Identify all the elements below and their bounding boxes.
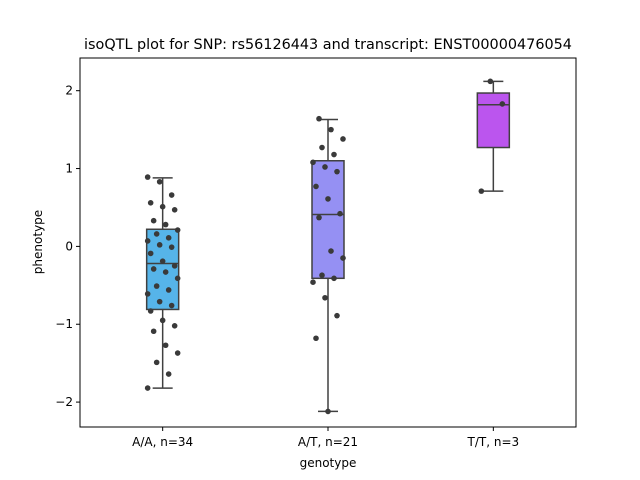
data-point: [159, 203, 166, 210]
data-point: [168, 192, 175, 198]
data-point: [162, 221, 169, 228]
x-tick-label: A/A, n=34: [132, 435, 193, 449]
data-point: [153, 231, 160, 237]
box: [476, 92, 511, 149]
x-tick-label: T/T, n=3: [467, 435, 520, 449]
y-tick-label: 1: [65, 162, 73, 176]
data-point: [165, 287, 172, 293]
data-point: [313, 183, 319, 190]
data-point: [499, 101, 506, 107]
data-point: [147, 199, 154, 206]
data-point: [310, 279, 316, 286]
data-point: [313, 335, 319, 342]
data-point: [340, 255, 346, 261]
data-point: [322, 164, 328, 170]
data-point: [331, 275, 337, 282]
data-point: [478, 188, 485, 194]
data-point: [144, 291, 151, 297]
data-point: [144, 174, 151, 180]
box-group: [476, 80, 511, 192]
data-point: [334, 168, 340, 175]
data-point: [147, 308, 154, 314]
data-point: [156, 178, 163, 185]
data-point: [168, 302, 175, 309]
data-point: [174, 275, 181, 282]
data-point: [150, 266, 157, 272]
data-point: [171, 322, 178, 329]
chart-title: isoQTL plot for SNP: rs56126443 and tran…: [84, 37, 572, 53]
data-point: [487, 78, 494, 85]
data-point: [316, 115, 322, 122]
data-point: [165, 371, 172, 377]
data-point: [144, 238, 151, 244]
data-point: [162, 342, 169, 349]
data-point: [159, 258, 166, 264]
data-point: [316, 214, 322, 221]
data-point: [322, 294, 328, 301]
box: [311, 160, 345, 280]
box-group: [311, 118, 345, 413]
data-point: [165, 235, 172, 241]
data-point: [319, 144, 325, 151]
data-point: [156, 298, 163, 305]
y-tick-label: −1: [55, 317, 73, 331]
x-axis: A/A, n=34 A/T, n=21 T/T, n=3: [132, 427, 519, 449]
x-tick-label: A/T, n=21: [298, 435, 358, 449]
data-point: [150, 328, 157, 335]
data-point: [328, 126, 334, 133]
data-point: [340, 136, 346, 142]
data-point: [174, 227, 181, 233]
data-point: [325, 196, 331, 202]
data-point: [159, 317, 166, 324]
data-point: [168, 244, 175, 250]
data-point: [153, 283, 160, 289]
data-point: [319, 272, 325, 278]
data-point: [156, 242, 163, 248]
y-axis: 2 1 0 −1 −2: [55, 84, 80, 409]
data-points: [144, 78, 506, 415]
data-point: [331, 151, 337, 158]
x-axis-label: genotype: [300, 456, 357, 470]
data-point: [174, 350, 181, 356]
data-point: [153, 359, 160, 366]
data-point: [144, 385, 151, 391]
y-tick-label: −2: [55, 395, 73, 409]
data-point: [328, 248, 334, 254]
data-point: [171, 263, 178, 269]
y-tick-label: 0: [65, 239, 73, 253]
y-axis-label: phenotype: [31, 210, 45, 274]
data-point: [147, 250, 154, 257]
y-tick-label: 2: [65, 84, 73, 98]
data-point: [162, 269, 169, 275]
box-plots: [145, 80, 511, 413]
data-point: [171, 207, 178, 213]
data-point: [310, 159, 316, 166]
data-point: [337, 210, 343, 217]
data-point: [325, 408, 331, 415]
data-point: [334, 312, 340, 319]
data-point: [150, 217, 157, 224]
